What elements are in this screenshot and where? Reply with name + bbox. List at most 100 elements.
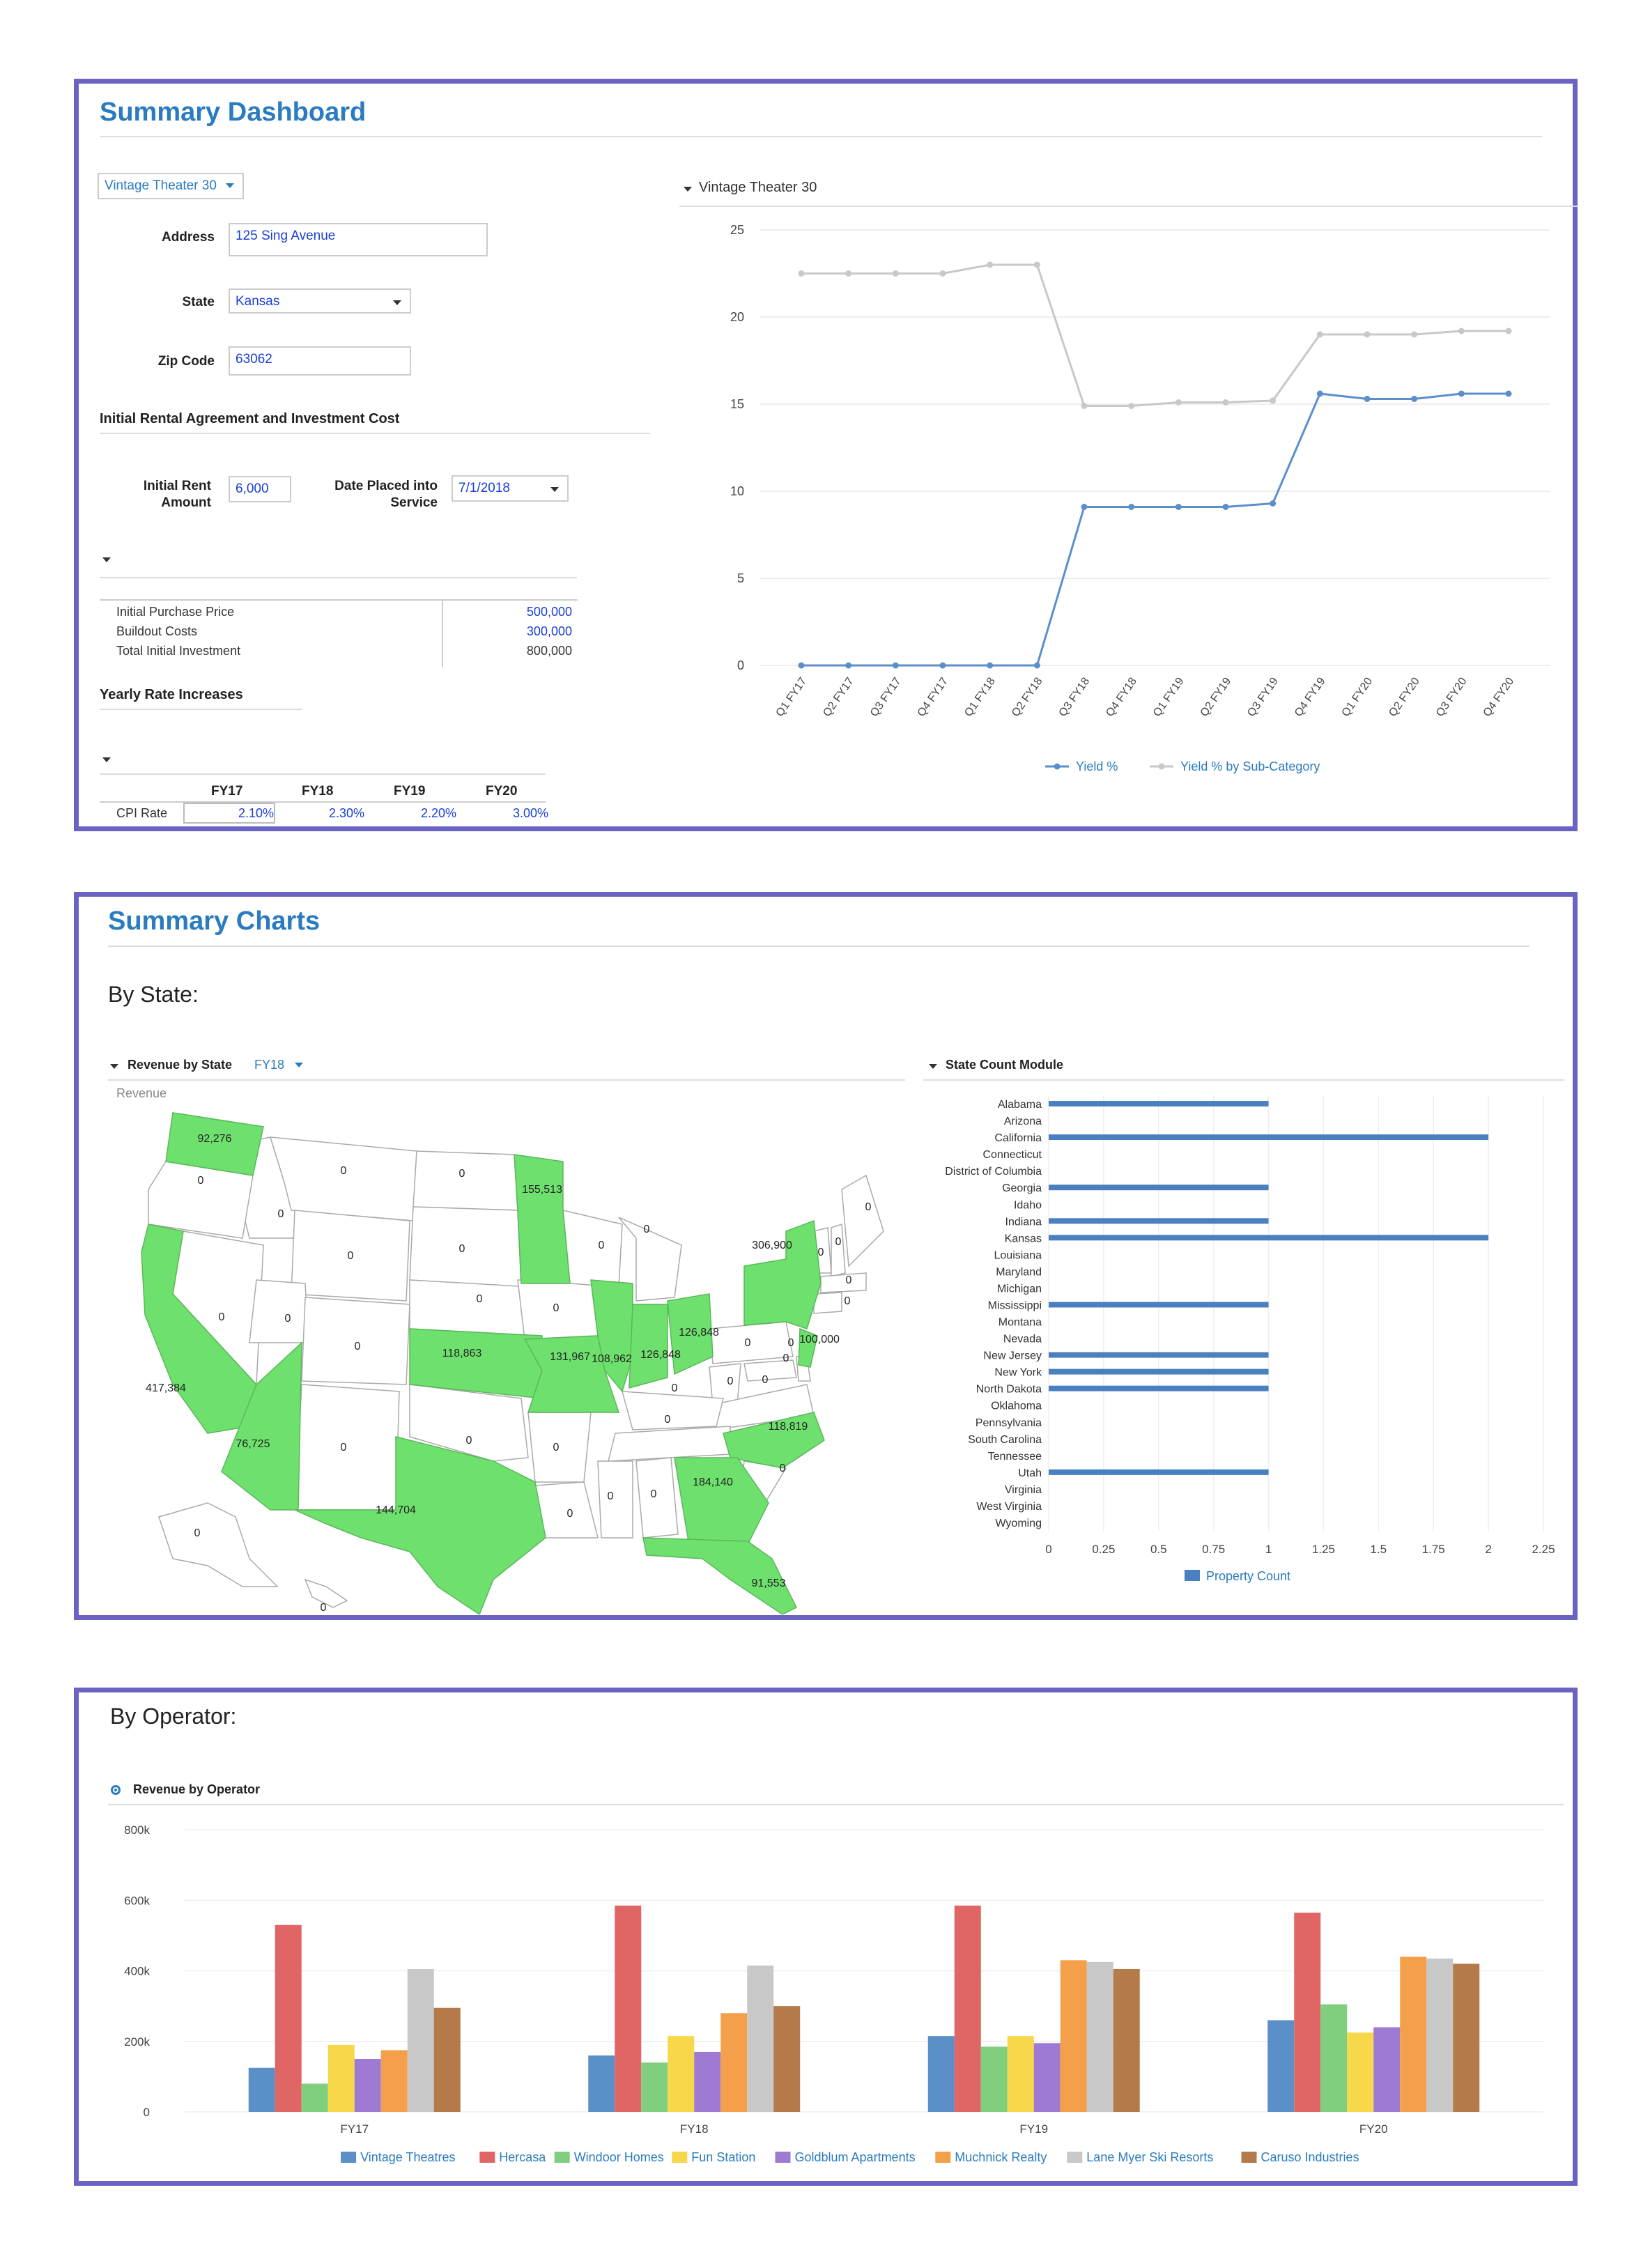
y-tick-label: Utah	[1018, 1467, 1042, 1479]
bar	[1294, 1912, 1321, 2112]
bar	[694, 2051, 721, 2112]
investment-row-value: 300,000	[526, 624, 572, 638]
y-tick-label: 400k	[124, 1965, 150, 1978]
revenue-by-state-select[interactable]: FY18	[254, 1058, 303, 1072]
chevron-down-icon	[550, 487, 559, 492]
summary-charts-title: Summary Charts	[108, 907, 321, 936]
bar	[1086, 1961, 1113, 2112]
y-tick-label: Oklahoma	[991, 1401, 1042, 1412]
bar	[275, 1924, 302, 2112]
y-tick-label: West Virginia	[976, 1501, 1042, 1513]
map-value-label: 108,962	[592, 1353, 632, 1365]
map-value-label: 0	[321, 1602, 327, 1614]
y-tick-label: 25	[730, 223, 744, 237]
radio-selected-icon[interactable]	[111, 1785, 121, 1795]
zip-field[interactable]: 63062	[229, 346, 411, 376]
y-tick-label: 200k	[124, 2035, 150, 2049]
map-value-label: 0	[553, 1442, 560, 1453]
legend-swatch	[935, 2152, 951, 2163]
collapse-toggle-icon[interactable]	[110, 1064, 118, 1069]
map-state-tx	[294, 1436, 546, 1614]
map-state-ga	[674, 1457, 769, 1545]
title-divider	[100, 136, 1542, 137]
bar	[588, 2055, 615, 2112]
cpi-value[interactable]: 2.20%	[420, 806, 456, 820]
collapse-toggle-icon[interactable]	[929, 1064, 937, 1069]
x-tick-label: FY20	[1359, 2122, 1388, 2136]
x-tick-label: 1.25	[1312, 1543, 1335, 1556]
rental-section-title: Initial Rental Agreement and Investment …	[100, 411, 400, 426]
data-point	[1316, 331, 1323, 338]
y-tick-label: South Carolina	[968, 1434, 1042, 1446]
x-tick-label: Q3 FY19	[1245, 675, 1281, 718]
data-point	[892, 270, 899, 277]
map-value-label: 0	[348, 1250, 354, 1262]
legend-label: Goldblum Apartments	[795, 2150, 916, 2164]
map-value-label: 0	[865, 1201, 872, 1213]
state-select[interactable]: Kansas	[229, 288, 411, 314]
map-state-tn	[608, 1426, 731, 1462]
legend-label: Hercasa	[499, 2150, 546, 2164]
map-value-label: 0	[846, 1274, 852, 1286]
y-tick-label: California	[994, 1132, 1042, 1144]
legend-label: Yield % by Sub-Category	[1180, 759, 1320, 773]
map-value-label: 118,819	[769, 1421, 808, 1433]
summary-charts-panel: Summary Charts By State: Revenue by Stat…	[74, 892, 1578, 1620]
map-value-label: 92,276	[198, 1133, 232, 1145]
line-chart-title: Vintage Theater 30	[699, 180, 817, 195]
date-placed-select[interactable]: 7/1/2018	[452, 475, 569, 502]
y-tick-label: 0	[737, 658, 744, 672]
map-value-label: 0	[762, 1374, 769, 1386]
bar	[1400, 1957, 1427, 2112]
chevron-down-icon	[226, 183, 234, 188]
x-tick-label: Q3 FY17	[868, 675, 904, 718]
data-point	[987, 662, 994, 669]
cpi-value[interactable]: 2.30%	[328, 806, 364, 820]
cpi-value[interactable]: 3.00%	[512, 806, 548, 820]
map-state-wi	[562, 1210, 623, 1288]
rate-divider	[100, 773, 546, 775]
legend-label: Fun Station	[691, 2150, 755, 2164]
map-state-nh	[831, 1223, 846, 1277]
bar	[1060, 1960, 1087, 2112]
collapse-toggle-icon[interactable]	[102, 557, 111, 562]
property-select-value: Vintage Theater 30	[105, 178, 217, 193]
series-line	[801, 263, 1509, 407]
map-value-label: 417,384	[146, 1382, 186, 1394]
initial-rent-field[interactable]: 6,000	[229, 476, 291, 502]
bar	[380, 2050, 408, 2112]
y-tick-label: New Jersey	[983, 1350, 1042, 1362]
address-label: Address	[161, 230, 215, 245]
rate-header: FY17	[211, 784, 243, 799]
y-tick-label: Pennsylvania	[976, 1417, 1042, 1429]
state-label: State	[182, 295, 215, 309]
map-state-ak	[158, 1502, 279, 1587]
x-tick-label: Q4 FY18	[1104, 675, 1139, 718]
map-state-fl	[642, 1537, 798, 1614]
y-tick-label: Louisiana	[994, 1249, 1042, 1261]
map-value-label: 0	[665, 1414, 671, 1426]
address-field[interactable]: 125 Sing Avenue	[229, 223, 488, 256]
data-point	[1175, 399, 1182, 406]
bar	[301, 2083, 328, 2112]
collapse-toggle-icon[interactable]	[684, 187, 692, 192]
cpi-value[interactable]: 2.10%	[238, 806, 274, 820]
data-point	[1364, 396, 1371, 402]
map-value-label: 0	[780, 1463, 786, 1474]
map-value-label: 155,513	[522, 1184, 562, 1196]
x-tick-label: FY18	[680, 2122, 709, 2136]
legend-label: Caruso Industries	[1261, 2150, 1359, 2164]
y-tick-label: 0	[144, 2106, 150, 2119]
data-point	[939, 270, 946, 277]
bar	[641, 2062, 668, 2112]
map-value-label: 100,000	[799, 1334, 840, 1345]
property-select[interactable]: Vintage Theater 30	[98, 173, 244, 199]
map-state-sd	[409, 1206, 522, 1288]
bar	[433, 2007, 461, 2112]
bar	[1007, 2036, 1034, 2112]
bar	[1049, 1469, 1269, 1475]
summary-dashboard-panel: Summary Dashboard Vintage Theater 30 Add…	[74, 79, 1578, 831]
collapse-toggle-icon[interactable]	[102, 757, 111, 762]
data-point	[1128, 403, 1135, 409]
bar	[1049, 1235, 1489, 1241]
